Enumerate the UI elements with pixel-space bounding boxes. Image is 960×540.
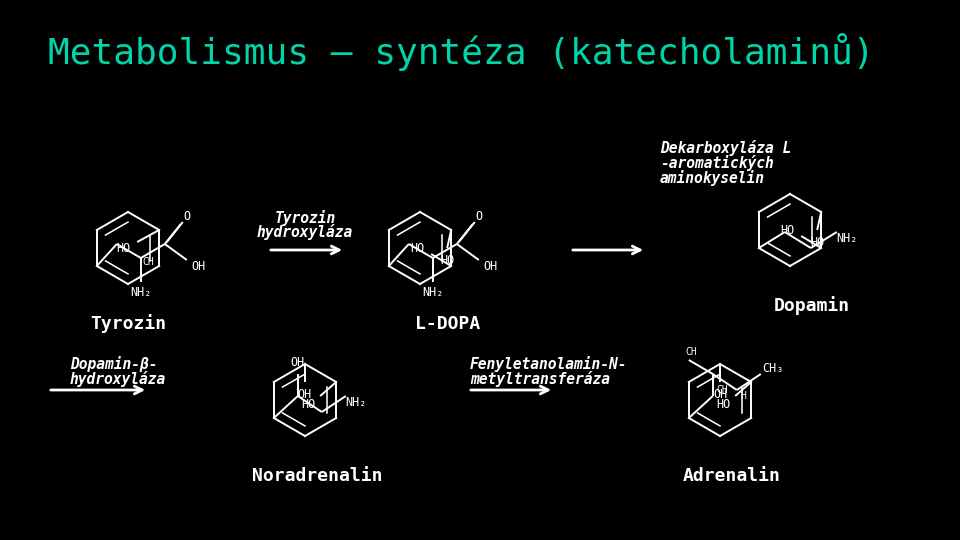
Text: Dekarboxyláza L: Dekarboxyláza L (660, 140, 791, 156)
Text: OH: OH (298, 388, 312, 401)
Text: HO: HO (410, 241, 424, 254)
Text: H: H (740, 391, 746, 401)
Text: HO: HO (116, 241, 131, 254)
Text: CH: CH (143, 257, 155, 267)
Text: O: O (183, 210, 190, 222)
Text: aminokyselin: aminokyselin (660, 170, 765, 186)
Text: L-DOPA: L-DOPA (416, 315, 481, 333)
Text: OH: OH (713, 388, 727, 401)
Text: OH: OH (484, 260, 498, 273)
Text: NH₂: NH₂ (422, 286, 444, 299)
Text: Fenyletanolamin-N-: Fenyletanolamin-N- (470, 356, 628, 372)
Text: NH₂: NH₂ (346, 395, 367, 408)
Text: HO: HO (780, 224, 794, 237)
Text: OH: OH (192, 260, 206, 273)
Text: metyltransferáza: metyltransferáza (470, 371, 610, 387)
Text: Adrenalin: Adrenalin (684, 467, 780, 485)
Text: hydroxyláza: hydroxyláza (70, 371, 166, 387)
Text: HO: HO (301, 397, 315, 410)
Text: Noradrenalin: Noradrenalin (252, 467, 382, 485)
Text: HO: HO (716, 397, 731, 410)
Text: NH₂: NH₂ (131, 286, 152, 299)
Text: hydroxyláza: hydroxyláza (257, 224, 353, 240)
Text: O: O (475, 210, 482, 222)
Text: Dopamin-β-: Dopamin-β- (70, 356, 157, 372)
Text: Metabolismus – syntéza (katecholaminů): Metabolismus – syntéza (katecholaminů) (48, 33, 875, 71)
Text: CH₃: CH₃ (762, 361, 783, 375)
Text: NH₂: NH₂ (836, 232, 857, 245)
Text: HO: HO (810, 235, 825, 248)
Text: Tyrozin: Tyrozin (275, 210, 336, 226)
Text: CH: CH (684, 347, 697, 357)
Text: Tyrozin: Tyrozin (90, 314, 166, 334)
Text: Dopamin: Dopamin (774, 296, 850, 315)
Text: OH: OH (291, 355, 305, 368)
Text: -aromatických: -aromatických (660, 155, 774, 171)
Text: CH: CH (717, 385, 729, 395)
Text: HO: HO (440, 253, 454, 267)
